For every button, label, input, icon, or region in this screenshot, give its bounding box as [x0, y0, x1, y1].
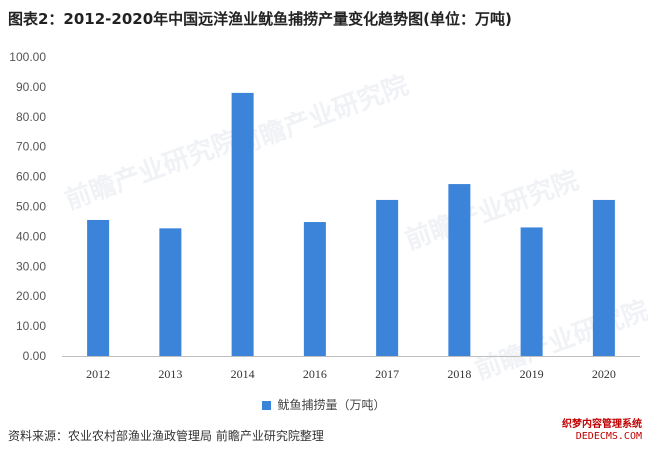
y-tick-label: 100.00 — [9, 50, 46, 64]
y-tick-label: 90.00 — [16, 80, 46, 94]
y-tick-label: 10.00 — [16, 319, 46, 333]
x-tick-label: 2019 — [520, 367, 544, 381]
x-tick-label: 2012 — [86, 367, 110, 381]
x-tick-label: 2014 — [231, 367, 255, 381]
y-tick-label: 0.00 — [23, 349, 47, 363]
bar-2017 — [376, 199, 399, 356]
chart-title: 图表2：2012-2020年中国远洋渔业鱿鱼捕捞产量变化趋势图(单位：万吨) — [8, 10, 512, 28]
y-tick-label: 30.00 — [16, 259, 46, 273]
y-tick-label: 70.00 — [16, 140, 46, 154]
bar-2019 — [520, 227, 543, 356]
y-tick-label: 60.00 — [16, 170, 46, 184]
legend-swatch — [262, 401, 272, 410]
bar-2013 — [159, 228, 182, 356]
y-axis: 0.00 10.00 20.00 30.00 40.00 50.00 60.00 70.00 8… — [9, 50, 46, 363]
site-badge: 织梦内容管理系统 DEDECMS.COM — [562, 419, 642, 443]
x-tick-label: 2016 — [303, 367, 327, 381]
bar-2014 — [231, 92, 254, 356]
bars — [87, 92, 615, 356]
x-tick-label: 2013 — [158, 367, 182, 381]
badge-line-2: DEDECMS.COM — [575, 431, 642, 442]
x-axis: 2012 2013 2014 2016 2017 2018 2019 2020 — [86, 367, 616, 381]
x-tick-label: 2018 — [447, 367, 471, 381]
bar-2016 — [303, 222, 326, 356]
bar-2018 — [448, 184, 471, 356]
bar-2020 — [592, 199, 615, 356]
x-tick-label: 2020 — [592, 367, 616, 381]
bar-chart: 0.00 10.00 20.00 30.00 40.00 50.00 60.00 70.00 8… — [9, 50, 640, 381]
source-note: 资料来源：农业农村部渔业渔政管理局 前瞻产业研究院整理 — [8, 429, 324, 443]
bar-2012 — [87, 219, 110, 356]
y-tick-label: 40.00 — [16, 229, 46, 243]
legend: 鱿鱼捕捞量（万吨） — [0, 396, 648, 413]
y-tick-label: 50.00 — [16, 200, 46, 214]
badge-line-1: 织梦内容管理系统 — [562, 419, 642, 430]
legend-label: 鱿鱼捕捞量（万吨） — [277, 398, 386, 412]
y-tick-label: 80.00 — [16, 110, 46, 124]
y-tick-label: 20.00 — [16, 289, 46, 303]
x-tick-label: 2017 — [375, 367, 399, 381]
